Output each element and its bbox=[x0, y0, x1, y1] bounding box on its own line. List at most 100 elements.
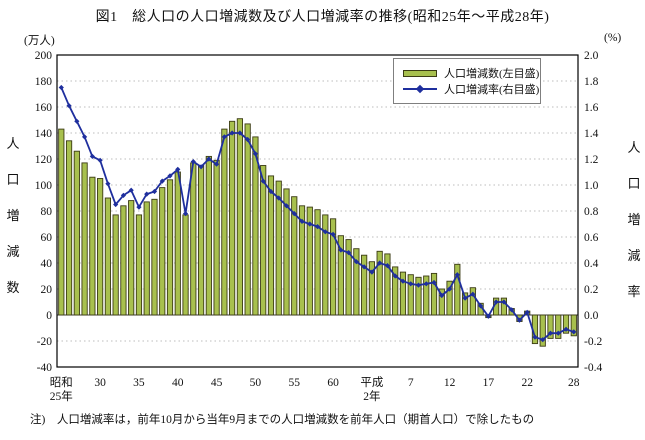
x-tick-label: 45 bbox=[211, 377, 223, 389]
left-tick-label: 180 bbox=[35, 76, 53, 88]
rate-marker-2002 bbox=[462, 295, 468, 301]
rate-marker-1958 bbox=[120, 192, 127, 198]
left-tick-label: 160 bbox=[35, 102, 53, 114]
bar-year-1982 bbox=[306, 206, 313, 316]
rate-marker-1971 bbox=[221, 134, 227, 140]
bar-year-1978 bbox=[275, 180, 282, 316]
axis-title-char: 口 bbox=[6, 172, 20, 187]
rate-marker-1976 bbox=[260, 178, 266, 184]
rate-marker-1969 bbox=[206, 156, 212, 162]
bar-year-1951 bbox=[65, 140, 73, 316]
rate-marker-1981 bbox=[299, 218, 305, 224]
right-tick-label: 1.0 bbox=[584, 180, 599, 192]
bar-year-1956 bbox=[104, 197, 111, 316]
right-tick-label: 2.0 bbox=[584, 50, 599, 62]
bar-year-2001 bbox=[454, 263, 461, 316]
right-tick-label: 1.6 bbox=[584, 102, 599, 114]
rate-marker-1995 bbox=[408, 281, 414, 287]
rate-marker-1955 bbox=[97, 157, 103, 163]
bar-year-1995 bbox=[407, 274, 414, 316]
right-axis-title: 人口増減率 bbox=[626, 130, 642, 310]
bar-year-1984 bbox=[322, 214, 329, 316]
rate-marker-1953 bbox=[81, 134, 88, 140]
x-tick-label: 2年 bbox=[363, 389, 380, 403]
x-tick-label: 55 bbox=[289, 377, 301, 389]
rate-marker-2008 bbox=[509, 307, 515, 313]
rate-marker-1985 bbox=[330, 231, 336, 237]
left-axis-unit: (万人) bbox=[24, 35, 55, 47]
rate-marker-1979 bbox=[283, 203, 290, 209]
footnote: 注) 人口増減率は，前年10月から当年9月までの人口増減数を前年人口（期首人口）… bbox=[30, 414, 535, 426]
rate-marker-2009 bbox=[516, 317, 523, 323]
right-tick-label: 0.8 bbox=[584, 206, 599, 218]
right-tick-label: -0.2 bbox=[584, 336, 602, 348]
rate-marker-2013 bbox=[547, 330, 554, 336]
bar-year-1965 bbox=[174, 171, 181, 316]
rate-marker-1996 bbox=[415, 282, 422, 288]
left-tick-label: 140 bbox=[35, 128, 53, 140]
rate-marker-1977 bbox=[268, 188, 274, 195]
bar-year-2016 bbox=[570, 314, 577, 337]
legend-item-bars: 人口増減数(左目盛) bbox=[403, 65, 539, 81]
right-tick-label: 1.2 bbox=[584, 154, 599, 166]
rate-marker-1967 bbox=[190, 159, 196, 165]
bar-year-1969 bbox=[205, 155, 212, 316]
bar-year-1977 bbox=[267, 175, 275, 316]
right-tick-label: 1.8 bbox=[584, 76, 599, 88]
x-tick-label: 25年 bbox=[50, 389, 73, 403]
rate-marker-1961 bbox=[144, 191, 150, 197]
rate-marker-1986 bbox=[338, 247, 344, 253]
rate-marker-1991 bbox=[377, 260, 383, 266]
bar-year-1955 bbox=[97, 178, 104, 316]
left-tick-label: -20 bbox=[37, 336, 53, 348]
left-tick-label: -40 bbox=[37, 362, 53, 374]
rate-marker-2003 bbox=[470, 291, 476, 297]
bar-year-1985 bbox=[329, 218, 337, 316]
axis-title-char: 減 bbox=[627, 248, 641, 263]
bar-year-1954 bbox=[89, 176, 96, 316]
rate-marker-1990 bbox=[369, 269, 375, 275]
bar-year-1990 bbox=[368, 261, 376, 316]
bar-year-1966 bbox=[182, 214, 189, 316]
right-tick-label: -0.4 bbox=[584, 362, 602, 374]
chart-title: 図1 総人口の人口増減数及び人口増減率の推移(昭和25年～平成28年) bbox=[95, 10, 550, 25]
rate-marker-1975 bbox=[252, 151, 259, 157]
bar-year-1958 bbox=[120, 205, 127, 316]
rate-marker-1957 bbox=[113, 201, 119, 208]
x-tick-label: 30 bbox=[94, 377, 106, 389]
bar-year-2012 bbox=[539, 314, 546, 347]
rate-marker-2004 bbox=[478, 303, 484, 309]
bar-year-2015 bbox=[562, 314, 570, 334]
x-tick-label: 40 bbox=[172, 377, 184, 389]
bar-year-1963 bbox=[159, 187, 166, 316]
bar-year-1961 bbox=[143, 201, 150, 316]
rate-marker-1992 bbox=[384, 263, 391, 269]
rate-marker-1994 bbox=[400, 278, 406, 284]
rate-marker-1974 bbox=[245, 136, 251, 143]
bar-year-1988 bbox=[353, 248, 360, 316]
rate-marker-1954 bbox=[89, 153, 95, 159]
bar-year-1999 bbox=[438, 288, 445, 316]
rate-marker-1970 bbox=[214, 161, 220, 167]
line-swatch-icon bbox=[403, 84, 437, 94]
bar-year-1981 bbox=[298, 205, 306, 316]
rate-marker-2000 bbox=[446, 286, 453, 292]
bar-year-1974 bbox=[244, 123, 251, 316]
rate-marker-1983 bbox=[314, 224, 321, 230]
bar-year-1960 bbox=[135, 214, 143, 316]
bar-year-1952 bbox=[73, 150, 80, 316]
axis-title-char: 口 bbox=[627, 176, 641, 191]
rate-marker-1952 bbox=[74, 118, 80, 124]
bar-year-2013 bbox=[547, 314, 554, 339]
x-tick-label: 28 bbox=[568, 377, 580, 389]
rate-marker-1984 bbox=[322, 229, 328, 235]
bar-year-2003 bbox=[469, 287, 476, 316]
bars-series bbox=[58, 118, 577, 347]
bar-swatch-icon bbox=[403, 69, 437, 77]
rate-marker-1973 bbox=[237, 130, 243, 136]
bar-year-1996 bbox=[415, 276, 422, 316]
left-tick-label: 200 bbox=[35, 50, 53, 62]
rate-marker-1972 bbox=[229, 130, 235, 136]
